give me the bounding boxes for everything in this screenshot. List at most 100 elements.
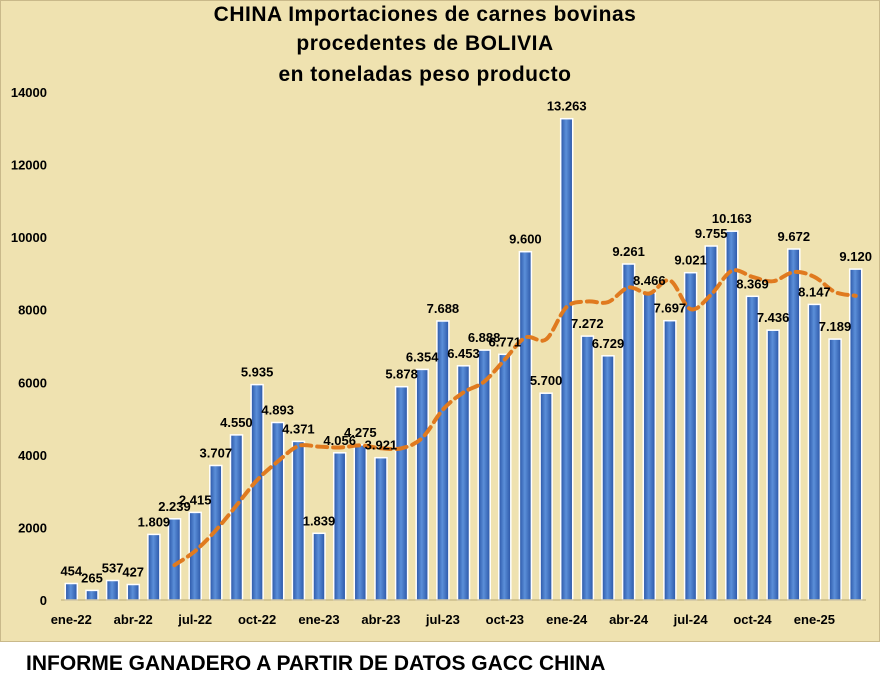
data-label-dic-24: 9.672 — [778, 229, 811, 244]
bar-mar-25 — [848, 268, 863, 601]
x-tick-label: ene-24 — [546, 612, 588, 627]
x-tick-label: jul-23 — [425, 612, 460, 627]
data-label-oct-22: 5.935 — [241, 365, 274, 380]
data-label-jul-24: 9.021 — [674, 253, 707, 268]
x-tick-label: ene-25 — [794, 612, 835, 627]
data-label-abr-24: 9.261 — [612, 244, 645, 259]
chart-title-line-3: en toneladas peso producto — [278, 63, 572, 86]
x-tick-label: jul-22 — [177, 612, 212, 627]
data-label-ago-23: 6.453 — [447, 346, 480, 361]
data-label-ago-22: 3.707 — [200, 446, 233, 461]
data-label-feb-22: 265 — [81, 570, 103, 585]
data-label-mar-23: 4.275 — [344, 425, 377, 440]
data-label-sep-23: 6.888 — [468, 330, 501, 345]
footer-credit: INFORME GANADERO A PARTIR DE DATOS GACC … — [26, 652, 606, 675]
bar-ene-23 — [312, 532, 326, 601]
data-label-feb-25: 7.189 — [819, 319, 852, 334]
bar-mar-23 — [353, 444, 368, 601]
x-tick-label: abr-23 — [361, 612, 400, 627]
bar-abr-22 — [126, 583, 141, 601]
bar-ene-25 — [807, 303, 822, 601]
data-label-sep-22: 4.550 — [220, 415, 253, 430]
bar-ago-23 — [456, 365, 471, 601]
bar-sep-22 — [229, 434, 244, 601]
x-tick-label: ene-22 — [51, 612, 92, 627]
y-tick-label: 6000 — [18, 375, 47, 390]
data-label-jul-22: 2.415 — [179, 492, 212, 507]
data-label-feb-24: 7.272 — [571, 316, 604, 331]
data-label-abr-22: 427 — [122, 565, 144, 580]
data-label-jun-23: 6.354 — [406, 349, 439, 364]
x-tick-label: abr-22 — [114, 612, 153, 627]
chart-area: CHINA Importaciones de carnes bovinas pr… — [0, 0, 880, 642]
y-tick-label: 2000 — [18, 520, 47, 535]
x-tick-label: abr-24 — [609, 612, 649, 627]
bar-jul-23 — [436, 320, 450, 601]
data-label-dic-22: 4.371 — [282, 421, 315, 436]
chart-title-line-2: procedentes de BOLIVIA — [296, 32, 554, 55]
data-label-may-22: 1.809 — [138, 514, 171, 529]
data-label-may-24: 8.466 — [633, 273, 666, 288]
bar-abr-23 — [374, 456, 388, 601]
y-tick-label: 10000 — [11, 230, 47, 245]
data-label-mar-22: 537 — [102, 561, 124, 576]
y-tick-label: 0 — [40, 593, 47, 608]
bar-dic-24 — [787, 248, 801, 601]
y-tick-label: 12000 — [11, 158, 47, 173]
bar-sep-23 — [477, 349, 491, 601]
bar-ene-24 — [559, 117, 574, 601]
bar-feb-25 — [828, 338, 842, 601]
bar-abr-24 — [621, 263, 636, 601]
bar-ene-22 — [64, 582, 79, 601]
data-label-jul-23: 7.688 — [427, 301, 460, 316]
bar-dic-23 — [539, 392, 553, 601]
data-label-oct-23: 6.771 — [489, 334, 522, 349]
x-tick-label: oct-23 — [486, 612, 524, 627]
y-tick-label: 14000 — [11, 85, 47, 100]
data-label-jun-22: 2.239 — [158, 499, 191, 514]
y-tick-label: 8000 — [18, 303, 47, 318]
data-label-ene-23: 1.839 — [303, 513, 336, 528]
x-tick-label: oct-22 — [238, 612, 276, 627]
data-label-ene-25: 8.147 — [798, 284, 831, 299]
data-label-nov-23: 9.600 — [509, 232, 542, 247]
data-label-mar-25: 9.120 — [839, 249, 872, 264]
bar-nov-22 — [270, 421, 285, 601]
data-label-may-23: 5.878 — [385, 367, 418, 382]
bar-may-23 — [394, 385, 409, 601]
bar-oct-23 — [498, 353, 512, 601]
data-label-ene-24: 13.263 — [547, 99, 587, 114]
bar-mar-24 — [601, 355, 615, 601]
data-label-nov-24: 7.436 — [757, 310, 790, 325]
x-tick-label: jul-24 — [673, 612, 709, 627]
y-tick-label: 4000 — [18, 448, 47, 463]
data-label-ago-24: 9.755 — [695, 226, 728, 241]
data-label-nov-22: 4.893 — [261, 403, 294, 418]
bar-feb-24 — [580, 335, 595, 601]
trend-line — [172, 268, 858, 568]
y-axis: 0 2000 4000 6000 8000 10000 12000 14000 — [11, 85, 47, 608]
x-tick-label: oct-24 — [733, 612, 772, 627]
chart-title-line-1: CHINA Importaciones de carnes bovinas — [213, 3, 637, 26]
data-label-abr-23: 3.921 — [365, 438, 398, 453]
bar-may-22 — [147, 533, 161, 601]
bar-feb-22 — [85, 589, 99, 601]
bar-jul-24 — [683, 271, 698, 601]
data-label-ene-22: 454 — [60, 564, 82, 579]
data-label-oct-24: 8.369 — [736, 276, 769, 291]
bar-may-24 — [642, 292, 657, 601]
data-label-mar-24: 6.729 — [592, 336, 625, 351]
bar-mar-22 — [105, 579, 120, 601]
x-axis: ene-22 abr-22 jul-22 oct-22 ene-23 abr-23 jul-… — [51, 599, 866, 627]
trend-line-path — [172, 268, 858, 568]
data-label-feb-23: 4.056 — [323, 433, 356, 448]
bar-jun-23 — [415, 368, 429, 601]
data-label-jun-24: 7.697 — [654, 301, 687, 316]
data-label-dic-23: 5.700 — [530, 373, 563, 388]
bar-jun-22 — [167, 518, 182, 601]
bar-jun-24 — [663, 319, 677, 601]
bar-nov-23 — [518, 250, 533, 601]
bar-nov-24 — [766, 329, 780, 601]
